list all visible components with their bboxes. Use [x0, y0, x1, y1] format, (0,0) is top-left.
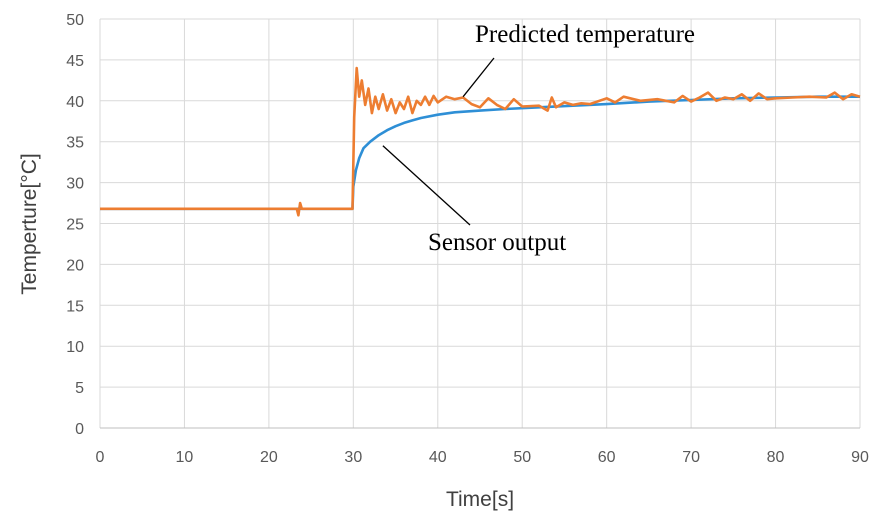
x-tick-labels: 0 10 20 30 40 50 60 70 80 90 — [96, 449, 869, 466]
x-tick-label: 70 — [682, 449, 700, 466]
y-tick-label: 15 — [66, 298, 84, 315]
y-tick-label: 20 — [66, 257, 84, 274]
y-tick-label: 35 — [66, 135, 84, 152]
x-tick-label: 80 — [767, 449, 785, 466]
y-tick-label: 40 — [66, 94, 84, 111]
x-tick-label: 10 — [176, 449, 194, 466]
x-tick-label: 50 — [513, 449, 531, 466]
leader-sensor-output — [382, 145, 471, 226]
x-axis-title: Time[s] — [446, 488, 514, 511]
y-tick-labels: 0 5 10 15 20 25 30 35 40 45 50 — [66, 12, 84, 438]
series-line-predicted-temperature — [100, 66, 861, 217]
series-lines — [100, 66, 861, 217]
x-tick-label: 20 — [260, 449, 278, 466]
y-tick-label: 30 — [66, 176, 84, 193]
y-tick-label: 10 — [66, 339, 84, 356]
grid-lines — [99, 18, 861, 428]
annotation-leaders — [382, 57, 495, 226]
x-tick-label: 60 — [598, 449, 616, 466]
y-tick-label: 5 — [75, 380, 84, 397]
x-tick-label: 40 — [429, 449, 447, 466]
annotation-predicted-temperature: Predicted temperature — [475, 21, 695, 48]
annotation-sensor-output: Sensor output — [428, 229, 566, 256]
y-tick-label: 0 — [75, 421, 84, 438]
x-tick-label: 90 — [851, 449, 869, 466]
y-axis-title: Temperture[°C] — [18, 153, 41, 294]
x-tick-label: 30 — [344, 449, 362, 466]
y-tick-label: 45 — [66, 53, 84, 70]
x-tick-label: 0 — [96, 449, 105, 466]
series-line-sensor-output — [100, 95, 860, 211]
y-tick-label: 25 — [66, 217, 84, 234]
leader-predicted-temperature — [462, 57, 495, 98]
y-tick-label: 50 — [66, 12, 84, 29]
